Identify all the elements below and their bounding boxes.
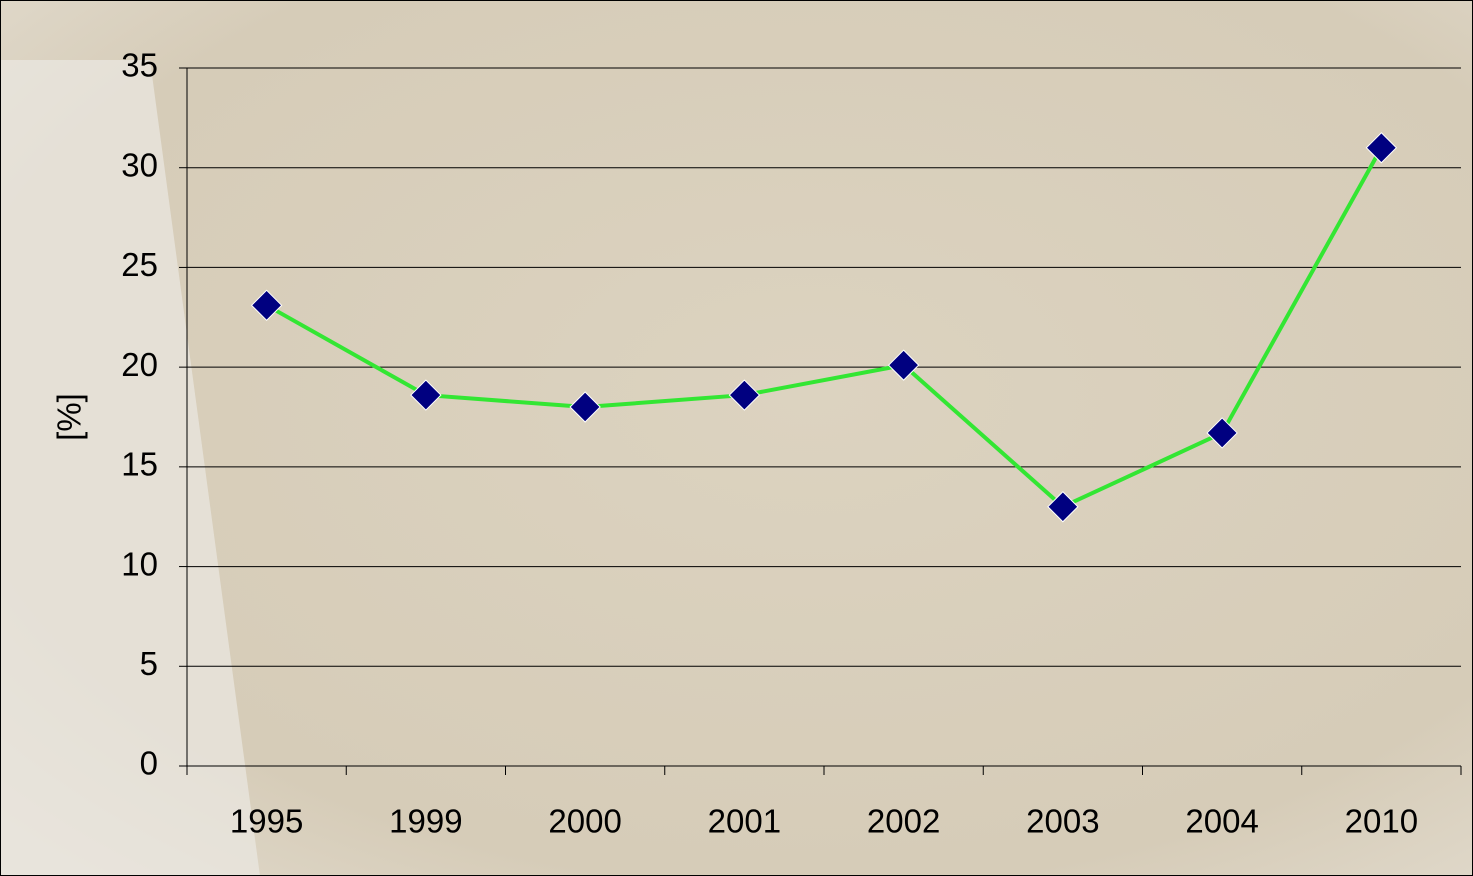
y-axis-label: [%] <box>51 393 88 441</box>
marker <box>1206 417 1238 449</box>
y-tick-label: 15 <box>121 446 158 483</box>
marker <box>1365 132 1398 164</box>
y-tick-label: 25 <box>121 246 158 283</box>
marker <box>728 379 761 411</box>
y-tick-label: 0 <box>140 745 158 782</box>
marker <box>569 391 601 423</box>
x-tick-label: 2004 <box>1185 803 1258 840</box>
x-tick-label: 2010 <box>1345 803 1418 840</box>
x-tick-label: 2001 <box>708 803 781 840</box>
x-tick-label: 1999 <box>389 803 462 840</box>
x-tick-label: 2003 <box>1026 803 1099 840</box>
x-tick-label: 2000 <box>548 803 621 840</box>
x-tick-label: 2002 <box>867 803 940 840</box>
y-tick-label: 5 <box>140 645 158 682</box>
marker <box>410 379 442 411</box>
marker <box>250 289 283 322</box>
y-tick-label: 30 <box>121 146 158 183</box>
marker <box>1047 491 1079 523</box>
y-tick-label: 20 <box>121 346 158 383</box>
y-tick-label: 35 <box>121 47 158 84</box>
x-tick-label: 1995 <box>230 803 303 840</box>
background-shape <box>0 60 260 876</box>
line <box>265 146 1384 509</box>
marker <box>887 349 920 381</box>
y-tick-label: 10 <box>121 545 158 582</box>
